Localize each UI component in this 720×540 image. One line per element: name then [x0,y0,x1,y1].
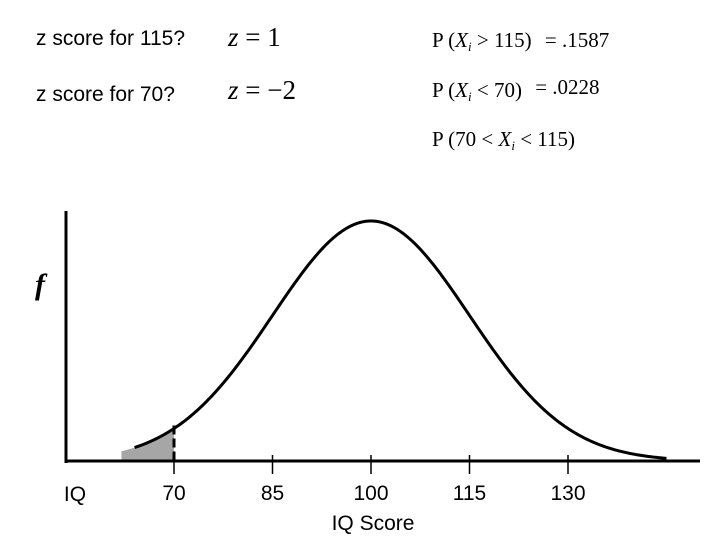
x-tick-label-100: 100 [353,482,388,505]
prob-variable: X [455,78,468,102]
y-axis-label: f [35,268,48,301]
x-tick-label-85: 85 [261,482,284,505]
z-equals: = [245,22,261,52]
z-answer-70: z = −2 [228,75,296,106]
prob-subscript: i [467,89,472,104]
question-70-label: z score for 70? [36,83,175,106]
x-tick-label-70: 70 [162,482,185,505]
prob-subscript: i [467,39,472,54]
probability-below-70: P (Xi < 70) = .0228 [432,75,600,105]
z-value-70: −2 [267,75,296,105]
prob-relation: < 115) [514,127,576,151]
x-axis-title: IQ Score [332,512,415,535]
normal-curve [134,219,667,460]
x-tick-label-130: 130 [550,482,585,505]
question-115-label: z score for 115? [36,27,186,50]
prob-relation: < 70) [471,78,522,102]
prob-answer-below-70: = .0228 [535,75,600,99]
z-value-115: 1 [267,22,281,52]
prob-variable: X [455,28,468,52]
z-variable: z [228,22,239,52]
prob-relation: > 115) [471,28,532,52]
z-variable: z [228,75,239,105]
prob-open: P ( [432,28,456,52]
prob-open: P (70 < [432,127,499,151]
prob-open: P ( [432,78,456,102]
probability-above-115: P (Xi > 115) = .1587 [432,28,609,55]
x-tick-label-115: 115 [453,482,486,505]
prob-subscript: i [511,138,515,153]
z-answer-115: z = 1 [228,22,281,53]
x-axis-left-label: IQ [64,483,86,506]
prob-answer-above-115: = .1587 [544,28,610,52]
prob-variable: X [498,127,512,151]
z-equals: = [245,75,261,105]
probability-between: P (70 < Xi < 115) [432,127,575,154]
